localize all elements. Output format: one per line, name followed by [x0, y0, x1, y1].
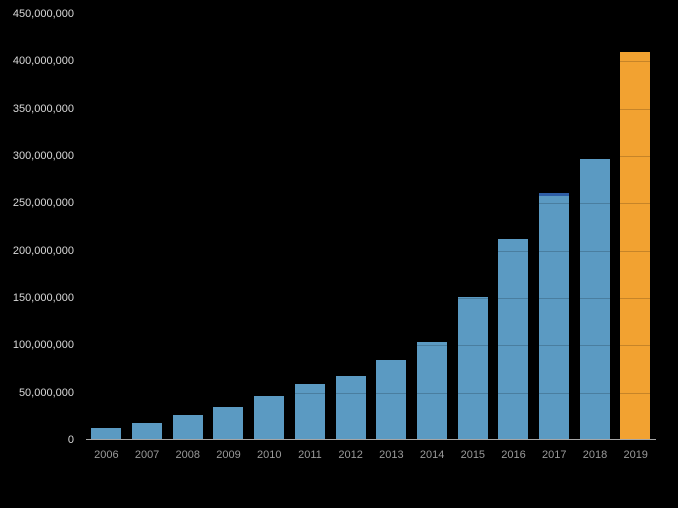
x-tick-label: 2019	[623, 449, 648, 461]
y-tick-label: 300,000,000	[12, 150, 74, 162]
y-tick-label: 400,000,000	[12, 55, 74, 68]
x-tick-label: 2011	[298, 449, 322, 461]
bar-2006	[91, 427, 122, 440]
y-tick-label: 50,000,000	[18, 386, 74, 399]
bar-2019	[620, 51, 651, 440]
x-tick-label: 2013	[379, 449, 404, 461]
x-axis-line	[86, 439, 656, 440]
x-tick-label: 2014	[419, 449, 445, 461]
plot-area	[86, 14, 656, 440]
y-tick-label: 0	[67, 434, 74, 446]
bar-2011	[294, 384, 325, 440]
x-tick-label: 2015	[460, 449, 486, 461]
y-tick-label: 200,000,000	[12, 244, 74, 257]
x-tick-label: 2007	[134, 449, 160, 461]
y-tick-label: 250,000,000	[12, 197, 74, 210]
bar-2014	[416, 341, 447, 440]
x-tick-label: 2010	[256, 449, 282, 461]
x-axis-labels: 2006 2007 2008 2009 2010 2011 2012 2013 2014 2015…	[86, 448, 656, 462]
x-tick-label: 2006	[94, 449, 119, 461]
bar-2016	[498, 239, 529, 440]
x-tick-label: 2016	[501, 449, 526, 461]
bar-2012	[335, 375, 366, 440]
x-tick-label: 2018	[582, 449, 608, 461]
bar-2018	[579, 158, 610, 440]
bar-2013	[376, 360, 407, 440]
y-tick-label: 350,000,000	[12, 102, 74, 115]
y-axis-labels: 0 50,000,000 100,000,000 150,000,000 200,000…	[0, 0, 80, 508]
x-tick-label: 2012	[338, 449, 363, 461]
bar-2015	[457, 297, 488, 440]
y-tick-label: 150,000,000	[12, 292, 74, 304]
bar-2007	[132, 422, 163, 440]
x-tick-label: 2009	[216, 449, 241, 461]
bar-2017	[539, 192, 570, 440]
bars	[86, 14, 656, 440]
y-tick-label: 450,000,000	[12, 8, 74, 20]
x-tick-label: 2008	[175, 449, 201, 461]
bar-2010	[254, 395, 285, 440]
bar-2009	[213, 406, 244, 440]
bar-2008	[172, 415, 203, 440]
y-tick-label: 100,000,000	[12, 339, 74, 352]
x-tick-label: 2017	[542, 449, 567, 461]
